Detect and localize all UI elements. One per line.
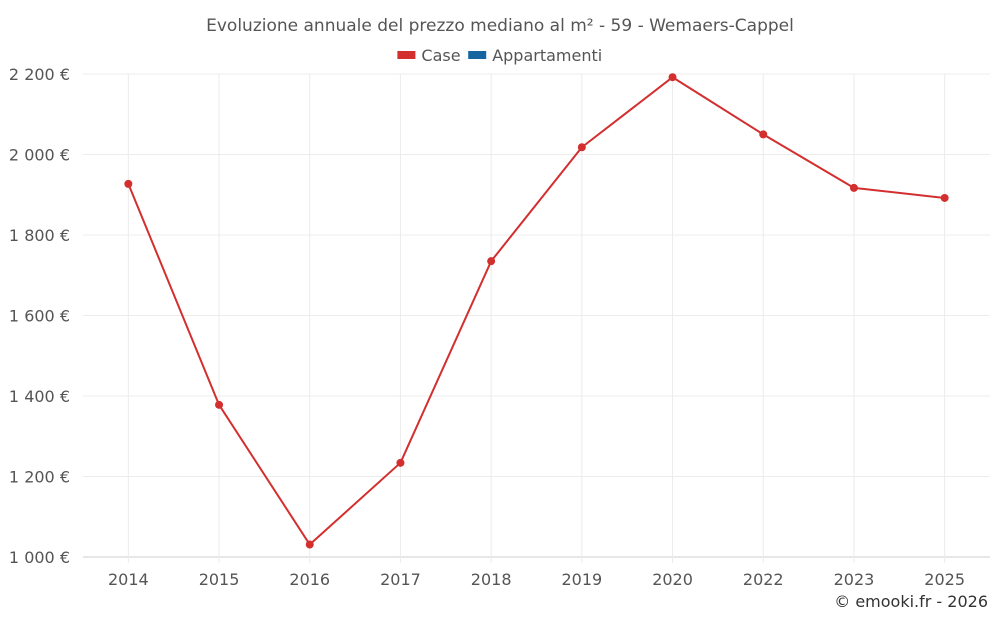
y-tick-label: 2 200 € (9, 65, 70, 84)
data-point[interactable] (759, 130, 768, 139)
y-tick-label: 2 000 € (9, 146, 70, 165)
data-point[interactable] (215, 400, 224, 409)
x-tick-label: 2022 (743, 570, 784, 589)
data-point[interactable] (124, 179, 133, 188)
data-point[interactable] (396, 458, 405, 467)
data-point[interactable] (487, 257, 496, 266)
data-point[interactable] (849, 183, 858, 192)
data-point[interactable] (305, 540, 314, 549)
series-layer (124, 73, 949, 549)
legend-label: Case (421, 46, 460, 65)
x-tick-label: 2015 (199, 570, 240, 589)
legend-swatch (397, 51, 416, 59)
y-tick-label: 1 800 € (9, 226, 70, 245)
legend-item-appartamenti[interactable]: Appartamenti (468, 46, 602, 65)
x-tick-label: 2023 (834, 570, 875, 589)
x-axis: 2014 2015 2016 2017 2018 2019 2020 2022 2023 2025 (108, 570, 965, 589)
x-tick-label: 2019 (561, 570, 602, 589)
x-tick-label: 2025 (924, 570, 965, 589)
data-point[interactable] (577, 143, 586, 152)
x-tick-label: 2017 (380, 570, 421, 589)
x-tick-label: 2020 (652, 570, 693, 589)
y-tick-label: 1 400 € (9, 387, 70, 406)
x-tick-label: 2014 (108, 570, 149, 589)
credit: © emooki.fr - 2026 (834, 592, 988, 611)
y-axis: 1 000 € 1 200 € 1 400 € 1 600 € 1 800 € 2 000… (9, 65, 70, 567)
data-point[interactable] (940, 193, 949, 202)
y-tick-label: 1 200 € (9, 468, 70, 487)
legend[interactable]: Case Appartamenti (397, 46, 602, 65)
data-point[interactable] (668, 73, 677, 82)
chart-title: Evoluzione annuale del prezzo mediano al… (206, 16, 794, 36)
x-tick-label: 2016 (289, 570, 330, 589)
legend-swatch (468, 51, 487, 59)
legend-item-case[interactable]: Case (397, 46, 461, 65)
y-tick-label: 1 000 € (9, 548, 70, 567)
x-tick-label: 2018 (471, 570, 512, 589)
legend-label: Appartamenti (492, 46, 602, 65)
gridlines (83, 73, 990, 563)
y-tick-label: 1 600 € (9, 307, 70, 326)
series-line-case (127, 76, 945, 546)
